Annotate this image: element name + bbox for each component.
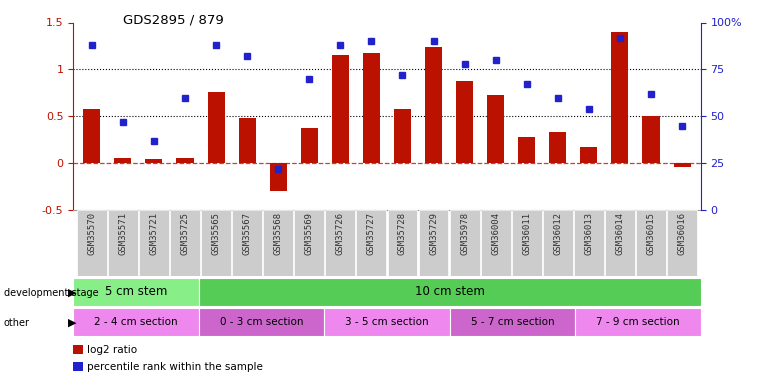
Bar (425, 47, 442, 163)
Bar (139, 210, 169, 276)
Text: GSM35727: GSM35727 (367, 212, 376, 255)
Text: percentile rank within the sample: percentile rank within the sample (87, 362, 263, 372)
Bar (326, 210, 355, 276)
Bar (543, 210, 573, 276)
Bar (512, 210, 541, 276)
Text: GSM36015: GSM36015 (647, 212, 655, 255)
Bar (239, 118, 256, 163)
Text: GSM35570: GSM35570 (87, 212, 96, 255)
Text: GSM36016: GSM36016 (678, 212, 687, 255)
Text: 5 cm stem: 5 cm stem (105, 285, 167, 298)
Text: GSM36014: GSM36014 (615, 212, 624, 255)
Text: GSM35721: GSM35721 (149, 212, 159, 255)
Text: log2 ratio: log2 ratio (87, 345, 137, 355)
Text: other: other (4, 318, 30, 327)
Text: GSM35725: GSM35725 (180, 212, 189, 255)
Bar (419, 210, 448, 276)
Text: GSM35568: GSM35568 (273, 212, 283, 255)
Bar (324, 308, 450, 336)
Bar (605, 210, 634, 276)
Text: GSM35565: GSM35565 (212, 212, 220, 255)
Text: GSM35726: GSM35726 (336, 212, 345, 255)
Bar (575, 308, 701, 336)
Bar (301, 128, 318, 163)
Bar (450, 210, 480, 276)
Bar (176, 158, 193, 163)
Bar (674, 163, 691, 167)
Bar (233, 210, 262, 276)
Bar (73, 308, 199, 336)
Text: GSM35729: GSM35729 (429, 212, 438, 255)
Bar (146, 159, 162, 163)
Bar (480, 210, 511, 276)
Text: ▶: ▶ (68, 318, 76, 327)
Bar (170, 210, 200, 276)
Text: GSM35569: GSM35569 (305, 212, 313, 255)
Bar (581, 147, 598, 163)
Bar (332, 56, 349, 163)
Bar (387, 210, 417, 276)
Bar (487, 95, 504, 163)
Text: GSM35978: GSM35978 (460, 212, 469, 255)
Text: GSM36004: GSM36004 (491, 212, 500, 255)
Bar (73, 278, 199, 306)
Bar (667, 210, 697, 276)
Text: GSM36011: GSM36011 (522, 212, 531, 255)
Bar (456, 81, 473, 163)
Bar (201, 210, 231, 276)
Bar (518, 137, 535, 163)
Text: GSM36013: GSM36013 (584, 212, 594, 255)
Text: 7 - 9 cm section: 7 - 9 cm section (596, 316, 680, 327)
Text: GSM35567: GSM35567 (243, 212, 252, 255)
Bar (207, 92, 225, 163)
Bar (574, 210, 604, 276)
Text: GSM35571: GSM35571 (119, 212, 127, 255)
Text: ▶: ▶ (68, 288, 76, 297)
Text: 0 - 3 cm section: 0 - 3 cm section (219, 316, 303, 327)
Bar (357, 210, 387, 276)
Text: 2 - 4 cm section: 2 - 4 cm section (94, 316, 178, 327)
Bar (636, 210, 666, 276)
Bar (270, 163, 286, 191)
Bar (199, 308, 324, 336)
Bar (77, 210, 107, 276)
Bar (114, 158, 132, 163)
Bar (83, 109, 100, 163)
Bar (549, 132, 567, 163)
Text: 5 - 7 cm section: 5 - 7 cm section (470, 316, 554, 327)
Text: 3 - 5 cm section: 3 - 5 cm section (345, 316, 429, 327)
Bar (108, 210, 138, 276)
Bar (611, 32, 628, 163)
Text: GSM35728: GSM35728 (398, 212, 407, 255)
Bar (199, 278, 701, 306)
Bar (363, 53, 380, 163)
Bar (450, 308, 575, 336)
Text: GDS2895 / 879: GDS2895 / 879 (123, 13, 224, 26)
Text: GSM36012: GSM36012 (554, 212, 562, 255)
Bar (642, 116, 660, 163)
Bar (394, 109, 411, 163)
Text: development stage: development stage (4, 288, 99, 297)
Bar (263, 210, 293, 276)
Bar (294, 210, 324, 276)
Text: 10 cm stem: 10 cm stem (415, 285, 484, 298)
